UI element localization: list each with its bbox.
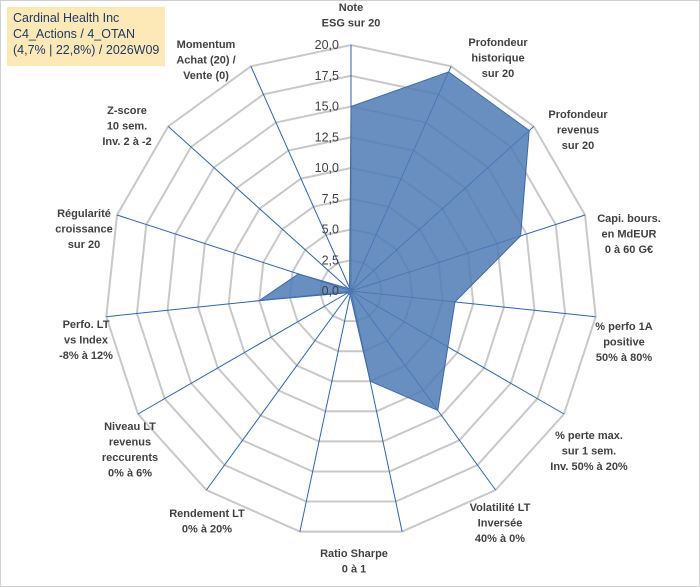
radar-spoke xyxy=(167,126,352,292)
axis-label: % perfo 1A positive xyxy=(595,321,653,349)
chart-title-box: Cardinal Health Inc C4_Actions / 4_OTAN … xyxy=(7,7,165,66)
axis-label: Perfo. LT vs Index -8% à 12% xyxy=(59,319,113,362)
axis-label: Z-score 10 sem. Inv. 2 à -2 xyxy=(102,105,151,148)
axis-label: Ratio Sharpe 0 à 1 xyxy=(320,548,388,576)
axis-label: Régularité croissance sur 20 xyxy=(55,208,112,251)
axis-label: Note ESG sur 20 xyxy=(322,2,381,30)
tick-label: 12,5 xyxy=(315,130,339,144)
axis-label: Momentum Achat (20) / Vente (0) xyxy=(176,39,235,82)
axis-label: Profondeur historique sur 20 xyxy=(468,37,528,80)
grid-ring xyxy=(105,43,597,533)
tick-label: 15,0 xyxy=(315,100,339,114)
tick-label: 0,0 xyxy=(322,284,339,298)
tick-label: 7,5 xyxy=(322,192,339,206)
radar-spoke xyxy=(250,66,352,292)
radar-spoke xyxy=(205,290,352,491)
title-company: Cardinal Health Inc xyxy=(13,11,120,25)
title-range-date: (4,7% | 22,8%) / 2026W09 xyxy=(13,43,160,57)
radar-series xyxy=(257,71,530,412)
axis-label: % perte max. sur 1 sem. Inv. 50% à 20% xyxy=(550,430,628,473)
radar-spoke xyxy=(137,290,352,415)
tick-label: 17,5 xyxy=(315,69,339,83)
tick-label: 20,0 xyxy=(315,38,339,52)
series-area xyxy=(257,71,530,412)
axis-label: Rendement LT 0% à 20% xyxy=(169,508,245,536)
axis-label: Profondeur revenus sur 20 xyxy=(548,109,608,152)
radar-spoke xyxy=(299,290,352,532)
title-category: C4_Actions / 4_OTAN xyxy=(13,27,136,41)
axis-label: 50% à 80% xyxy=(596,352,652,364)
radar-tick-labels: 0,0 2,5 5,0 7,5 10,0 12,5 15,0 17,5 20,0 xyxy=(315,38,339,298)
tick-label: 2,5 xyxy=(322,253,339,267)
axis-label: Capi. bours. en MdEUR 0 à 60 G€ xyxy=(597,213,661,256)
axis-label: Volatilité LT Inversée 40% à 0% xyxy=(470,502,531,545)
tick-label: 5,0 xyxy=(322,223,339,237)
radar-axis-labels: Note ESG sur 20 Profondeur historique sur 20… xyxy=(55,2,661,576)
grid-ring xyxy=(135,74,567,503)
tick-label: 10,0 xyxy=(315,161,339,175)
axis-label: Niveau LT revenus reccurents 0% à 6% xyxy=(102,421,158,480)
